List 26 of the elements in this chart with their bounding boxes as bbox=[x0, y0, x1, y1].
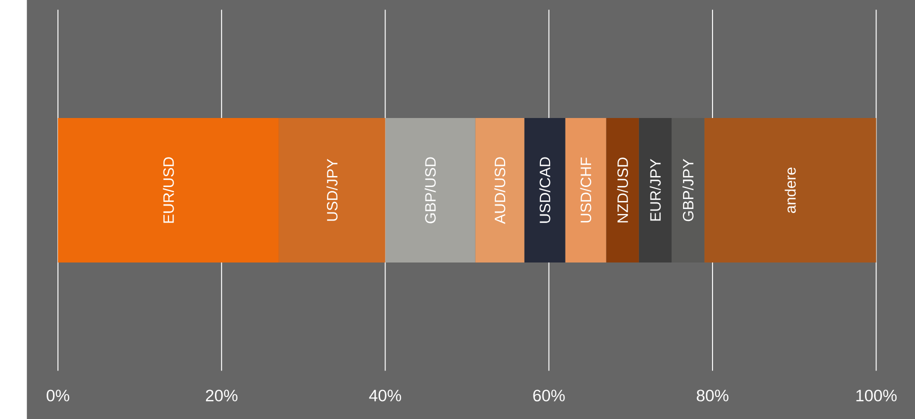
bar bbox=[606, 118, 639, 262]
x-tick-label: 80% bbox=[696, 390, 728, 402]
x-tick-label: 60% bbox=[533, 390, 565, 402]
bar bbox=[385, 118, 476, 262]
bar bbox=[58, 118, 279, 262]
bar bbox=[524, 118, 566, 262]
bar bbox=[278, 118, 386, 262]
series-label: AUD/USD bbox=[494, 157, 506, 224]
bar bbox=[475, 118, 524, 262]
bar bbox=[672, 118, 704, 262]
bar bbox=[704, 118, 876, 262]
x-tick-label: 0% bbox=[46, 390, 70, 402]
series-label: NZD/USD bbox=[617, 158, 628, 222]
series-label: USD/CAD bbox=[539, 157, 550, 223]
series-label: GBP/JPY bbox=[682, 158, 694, 221]
bar bbox=[565, 118, 606, 262]
series-label: EUR/JPY bbox=[650, 158, 661, 221]
series-label: USD/JPY bbox=[326, 158, 338, 221]
series-label: USD/CHF bbox=[580, 157, 592, 222]
x-tick-label: 100% bbox=[856, 390, 897, 402]
x-tick-label: 20% bbox=[206, 390, 238, 402]
series-label: GBP/USD bbox=[424, 157, 436, 224]
series-label: andere bbox=[784, 167, 796, 213]
series-label: EUR/USD bbox=[162, 157, 174, 223]
bar bbox=[638, 118, 672, 262]
x-tick-label: 40% bbox=[369, 390, 402, 402]
